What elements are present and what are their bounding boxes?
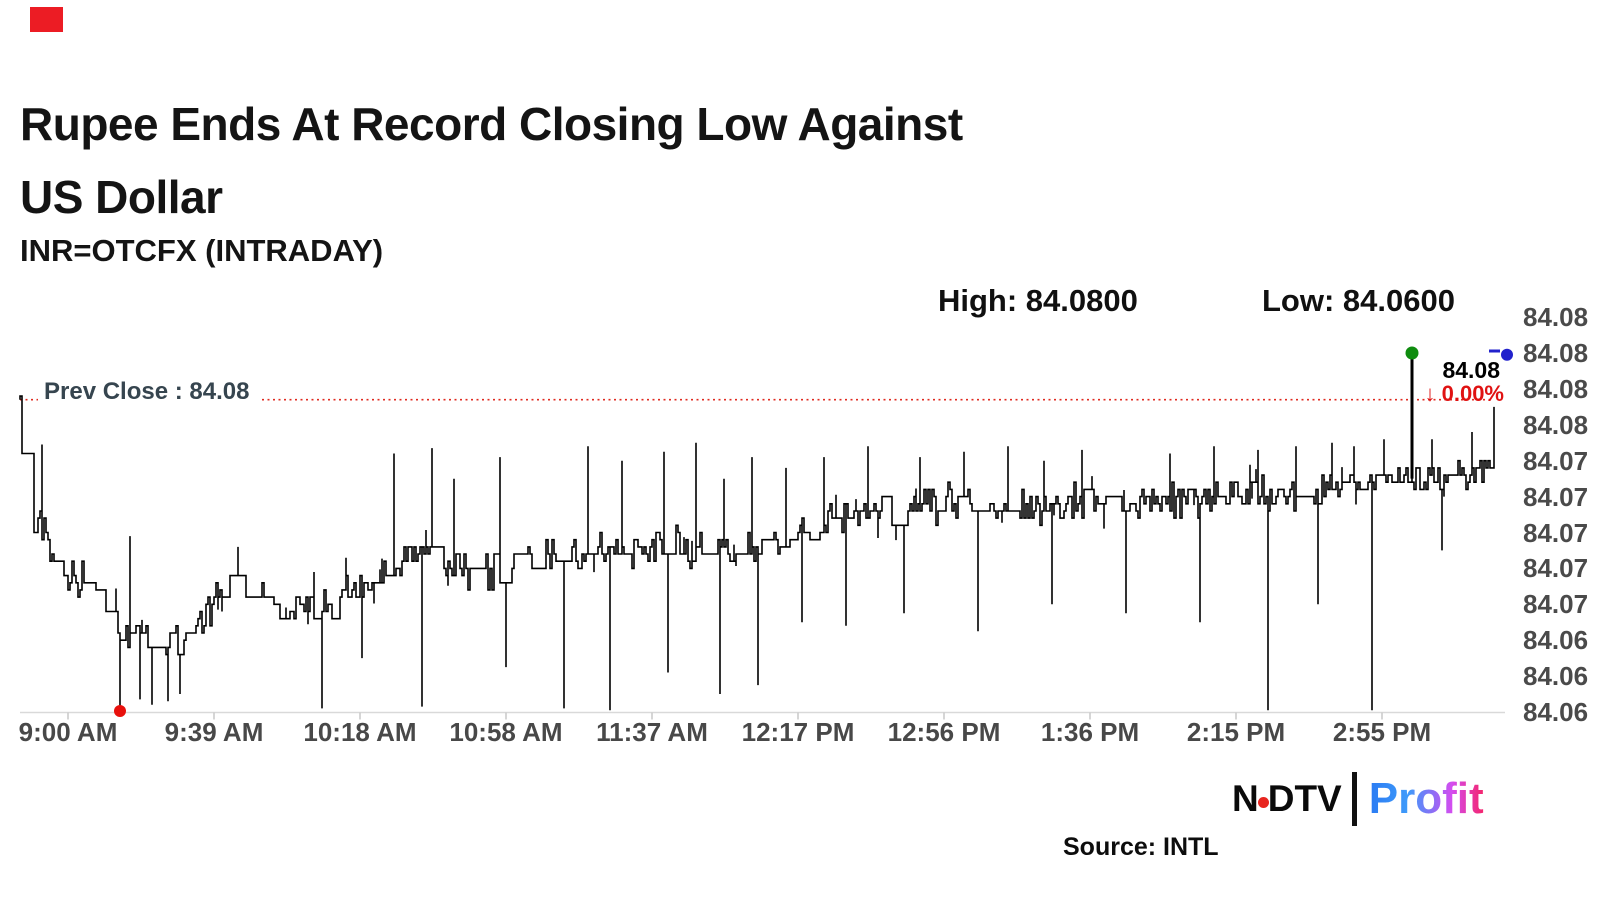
y-axis-label: 84.08 <box>1523 374 1589 404</box>
last-price-marker-dot <box>1501 348 1513 361</box>
y-axis-label: 84.07 <box>1523 518 1589 548</box>
ndtv-letters-dtv: DTV <box>1267 778 1342 819</box>
y-axis-label: 84.08 <box>1523 338 1589 368</box>
high-marker-dot <box>1405 346 1419 360</box>
low-value-label: Low: 84.0600 <box>1262 283 1455 318</box>
price-line <box>19 353 1495 711</box>
page-title: Rupee Ends At Record Closing Low Against… <box>20 88 963 234</box>
ndtv-wordmark: N DTV <box>1232 778 1342 820</box>
x-axis-label: 12:56 PM <box>887 717 1001 747</box>
x-axis-label: 1:36 PM <box>1040 717 1140 747</box>
y-axis-label: 84.07 <box>1523 553 1589 583</box>
y-axis-label: 84.07 <box>1523 589 1589 619</box>
prev-close-label: Prev Close : 84.08 <box>38 378 260 408</box>
y-axis-label: 84.06 <box>1523 625 1589 655</box>
instrument-subtitle: INR=OTCFX (INTRADAY) <box>20 233 384 268</box>
logo-separator-bar <box>1351 772 1357 826</box>
x-axis-ticks <box>67 712 1383 720</box>
x-axis-label: 10:18 AM <box>303 717 417 747</box>
y-axis-label: 84.08 <box>1523 410 1589 440</box>
profit-wordmark: Profit <box>1368 774 1484 823</box>
ndtv-profit-logo: N DTV Profit <box>1232 770 1484 828</box>
change-percent-label: ↓ 0.00% <box>1424 381 1505 406</box>
title-line-2: US Dollar <box>20 171 223 223</box>
x-axis-label: 2:55 PM <box>1332 717 1432 747</box>
source-attribution: Source: INTL <box>1063 833 1219 861</box>
y-axis-label: 84.06 <box>1523 661 1589 691</box>
y-axis-label: 84.07 <box>1523 482 1589 512</box>
x-axis-label: 12:17 PM <box>741 717 855 747</box>
ndtv-letter-n: N <box>1232 778 1259 819</box>
x-axis-label: 10:58 AM <box>449 717 563 747</box>
y-axis-label: 84.06 <box>1523 697 1589 727</box>
last-price-label: 84.08 <box>1442 357 1500 383</box>
high-value-label: High: 84.0800 <box>938 283 1138 318</box>
low-marker-dot <box>114 705 126 717</box>
x-axis-label: 2:15 PM <box>1186 717 1286 747</box>
x-axis-label: 9:39 AM <box>164 717 264 747</box>
y-axis-label: 84.08 <box>1523 302 1589 332</box>
brand-corner-block <box>30 7 63 32</box>
y-axis-label: 84.07 <box>1523 446 1589 476</box>
title-line-1: Rupee Ends At Record Closing Low Against <box>20 98 963 150</box>
ndtv-red-dot-icon <box>1257 796 1269 808</box>
x-axis-label: 9:00 AM <box>18 717 118 747</box>
x-axis-label: 11:37 AM <box>596 717 708 747</box>
